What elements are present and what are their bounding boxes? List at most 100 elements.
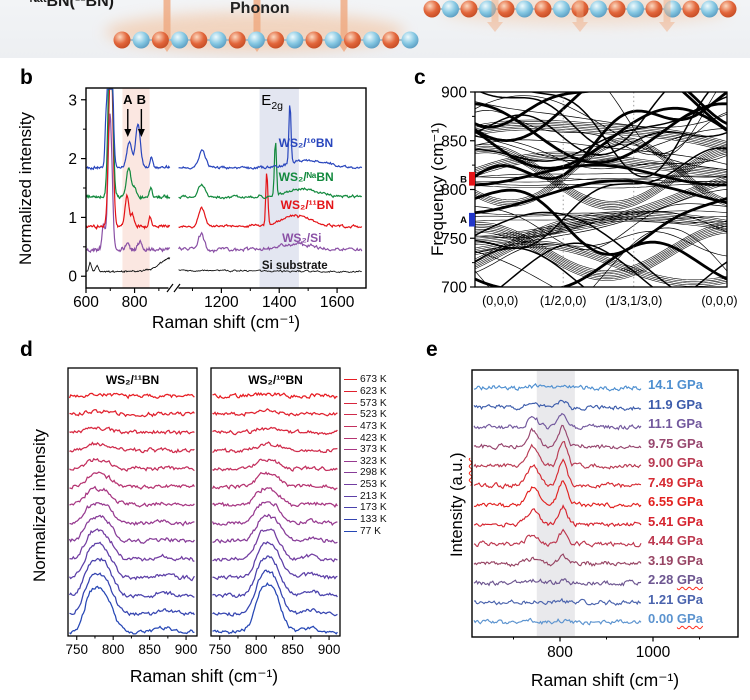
- phonon-arrow: [163, 0, 171, 40]
- phonon-band: [475, 211, 672, 287]
- temp-spectrum-423K: [211, 471, 338, 491]
- pressure-unit: GPa: [676, 377, 703, 392]
- x-tick-label: 850: [138, 642, 161, 657]
- pressure-label-1.21GPa: 1.21 GPa: [648, 592, 703, 607]
- pressure-label-9.00GPa: 9.00 GPa: [648, 455, 703, 470]
- mode-marker-A: [469, 212, 475, 227]
- atom-blue: [401, 31, 419, 49]
- pressure-unit: GPa: [676, 533, 703, 548]
- legend-row-213K: 213 K: [344, 490, 387, 502]
- phonon-band: [475, 114, 727, 156]
- x-tick-label: 1000: [636, 644, 671, 661]
- pressure-value: 11.1: [648, 416, 677, 431]
- atom-orange: [423, 0, 441, 18]
- x-tick-label: 800: [245, 642, 268, 657]
- x-tick-label: (1/3,1/3,0): [605, 294, 662, 308]
- pressure-spectrum-1.21GPa: [473, 597, 641, 606]
- atom-blue: [286, 31, 304, 49]
- pressure-spectrum-4.44GPa: [473, 528, 642, 548]
- series-label-3: WS₂/Si: [282, 231, 321, 245]
- phonon-band: [475, 106, 727, 170]
- phonon-band: [475, 109, 727, 156]
- phonon-band: [475, 227, 727, 287]
- legend-label: 173 K: [360, 502, 387, 514]
- temp-spectrum-213K: [212, 541, 338, 581]
- schematic-canvas: [105, 0, 737, 52]
- spectrum-1: [86, 88, 363, 201]
- phonon-band: [475, 224, 727, 273]
- atom-blue: [442, 0, 459, 18]
- phonon-band: [475, 216, 727, 265]
- atom-blue: [516, 0, 533, 18]
- temp-spectrum-173K: [69, 557, 195, 599]
- phonon-band: [475, 182, 727, 244]
- legend-swatch: [344, 437, 357, 439]
- atom-orange: [382, 31, 400, 49]
- phonon-band: [475, 183, 727, 245]
- temp-spectrum-373K: [69, 485, 195, 508]
- temp-spectrum-423K: [69, 471, 195, 490]
- temp-spectrum-623K: [212, 408, 338, 417]
- pressure-label-7.49GPa: 7.49 GPa: [648, 475, 703, 490]
- phonon-band: [475, 210, 727, 216]
- pressure-spectrum-9.00GPa: [473, 440, 642, 470]
- pressure-label-14.1GPa: 14.1 GPa: [648, 377, 703, 392]
- spectrum-2: [86, 88, 363, 231]
- atom-orange: [113, 31, 131, 49]
- legend-row-77K: 77 K: [344, 525, 387, 537]
- phonon-band: [475, 244, 727, 284]
- e2g-annotation: E2g: [261, 92, 283, 112]
- legend-label: 298 K: [360, 467, 387, 479]
- temp-spectrum-323K: [211, 501, 338, 526]
- y-tick-label: 800: [441, 182, 467, 199]
- atom-orange: [645, 0, 663, 18]
- atom-orange: [343, 31, 361, 49]
- atom-orange: [305, 31, 323, 49]
- panel-letter-d: d: [20, 338, 33, 361]
- x-tick-label: 900: [175, 642, 198, 657]
- phonon-label: Phonon: [230, 0, 290, 17]
- subpanel-title-1: WS₂/¹⁰BN: [248, 373, 303, 387]
- peak-annotation-arrowhead: [124, 129, 132, 137]
- pressure-value: 14.1: [648, 377, 677, 392]
- legend-row-523K: 523 K: [344, 409, 387, 421]
- legend-row-473K: 473 K: [344, 421, 387, 433]
- legend-label: 323 K: [360, 455, 387, 467]
- atom-blue: [132, 31, 150, 49]
- y-tick-label: 700: [441, 280, 467, 297]
- pressure-spectrum-9.75GPa: [473, 424, 642, 451]
- temp-spectrum-523K: [212, 441, 338, 454]
- phonon-band: [475, 96, 727, 162]
- x-tick-label: 900: [318, 642, 341, 657]
- phonon-band: [475, 229, 727, 278]
- phonon-band: [475, 225, 727, 275]
- legend-row-253K: 253 K: [344, 479, 387, 491]
- atom-blue: [247, 31, 265, 49]
- temp-spectrum-298K: [212, 513, 338, 544]
- legend-label: 77 K: [360, 525, 381, 537]
- legend-label: 523 K: [360, 409, 387, 421]
- pressure-unit: GPa: [676, 396, 703, 412]
- phonon-band: [475, 179, 727, 215]
- legend-label: 373 K: [360, 444, 387, 456]
- legend-label: 573 K: [360, 397, 387, 409]
- x-tick-label: 1600: [320, 294, 355, 311]
- legend-swatch: [344, 495, 357, 497]
- phonon-band: [475, 218, 727, 224]
- pressure-unit: GPa: [676, 513, 703, 529]
- phonon-arrow: [491, 0, 499, 22]
- atom-blue: [171, 31, 189, 49]
- x-tick-label: 1400: [262, 294, 297, 311]
- atom-orange: [682, 0, 700, 18]
- pressure-label-3.19GPa: 3.19 GPa: [648, 553, 703, 568]
- legend-swatch: [344, 425, 357, 427]
- pressure-unit: GPa: [676, 572, 703, 587]
- subpanel-title-0: WS₂/¹¹BN: [106, 373, 159, 387]
- phonon-band: [475, 139, 727, 165]
- legend-label: 473 K: [360, 420, 387, 432]
- phonon-dispersion-chart: 700 750 800 850 900 (0,0,0) (1/2,0,0) (1/3,1/3,…: [441, 85, 737, 309]
